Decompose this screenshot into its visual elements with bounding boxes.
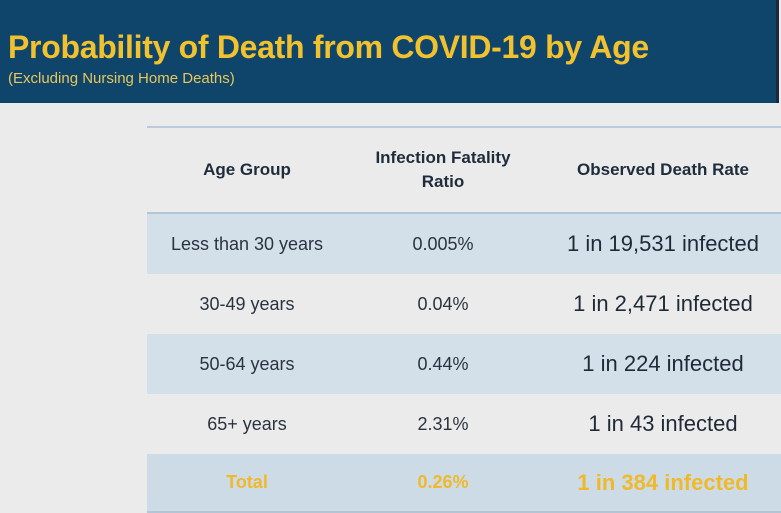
death-rate-cell: 1 in 43 infected bbox=[588, 411, 738, 436]
age-group-cell: 30-49 years bbox=[199, 293, 295, 314]
death-rate-cell: 1 in 2,471 infected bbox=[573, 291, 753, 316]
total-ifr: 0.26% bbox=[347, 454, 539, 513]
title-banner: Probability of Death from COVID-19 by Ag… bbox=[0, 0, 779, 103]
death-rate-cell: 1 in 19,531 infected bbox=[539, 213, 781, 274]
ifr-cell: 0.44% bbox=[347, 334, 539, 394]
table-row: Less than 30 years 0.005% 1 in 19,531 in… bbox=[147, 213, 781, 274]
table-row: 30-49 years 0.04% 1 in 2,471 infected bbox=[147, 274, 781, 334]
total-label: Total bbox=[147, 454, 347, 513]
death-rate-cell: 1 in 224 infected bbox=[539, 334, 781, 394]
ifr-cell: 0.005% bbox=[347, 213, 539, 274]
ifr-cell: 0.04% bbox=[417, 293, 469, 314]
column-header-death-rate: Observed Death Rate bbox=[539, 127, 781, 214]
total-row: Total 0.26% 1 in 384 infected bbox=[147, 454, 781, 513]
page-title: Probability of Death from COVID-19 by Ag… bbox=[8, 29, 649, 65]
fatality-table: Age Group Infection Fatality Ratio Obser… bbox=[147, 126, 781, 513]
column-header-age-group: Age Group bbox=[147, 127, 347, 214]
table-row: 50-64 years 0.44% 1 in 224 infected bbox=[147, 334, 781, 394]
total-death-rate: 1 in 384 infected bbox=[539, 454, 781, 513]
age-group-cell: Less than 30 years bbox=[147, 213, 347, 274]
column-header-ifr: Infection Fatality Ratio bbox=[347, 127, 539, 214]
ifr-cell: 2.31% bbox=[417, 413, 469, 434]
table-header-row: Age Group Infection Fatality Ratio Obser… bbox=[147, 127, 781, 214]
age-group-cell: 50-64 years bbox=[147, 334, 347, 394]
age-group-cell: 65+ years bbox=[207, 413, 287, 434]
page-subtitle: (Excluding Nursing Home Deaths) bbox=[8, 70, 235, 87]
table-row: 65+ years 2.31% 1 in 43 infected bbox=[147, 394, 781, 454]
